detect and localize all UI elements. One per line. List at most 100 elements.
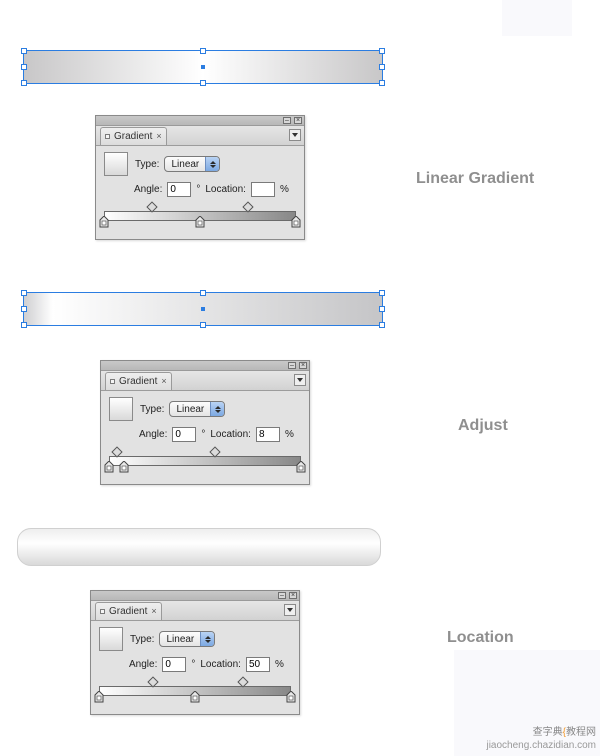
select-stepper-icon bbox=[210, 402, 224, 416]
gradient-swatch[interactable] bbox=[99, 627, 123, 651]
gradient-slider[interactable] bbox=[109, 448, 301, 476]
selection-handle[interactable] bbox=[379, 64, 385, 70]
select-stepper-icon bbox=[205, 157, 219, 171]
selection-handle[interactable] bbox=[200, 48, 206, 54]
type-select[interactable]: Linear bbox=[159, 631, 215, 647]
location-label: Location: bbox=[210, 429, 251, 440]
gradient-panel: –×Gradient×Type:LinearAngle:°Location:% bbox=[90, 590, 300, 715]
gradient-swatch[interactable] bbox=[104, 152, 128, 176]
location-label: Location: bbox=[200, 659, 241, 670]
panel-titlebar[interactable]: –× bbox=[96, 116, 304, 126]
gradient-swatch[interactable] bbox=[109, 397, 133, 421]
percent-symbol: % bbox=[285, 429, 294, 440]
watermark-text: 查字典 bbox=[533, 727, 563, 738]
selection-handle[interactable] bbox=[200, 80, 206, 86]
tab-gradient[interactable]: Gradient × bbox=[100, 127, 167, 145]
background-block bbox=[502, 0, 572, 36]
gradient-slider[interactable] bbox=[104, 203, 296, 231]
selection-handle[interactable] bbox=[379, 80, 385, 86]
angle-label: Angle: bbox=[134, 184, 162, 195]
gradient-panel: –×Gradient×Type:LinearAngle:°Location:% bbox=[95, 115, 305, 240]
tab-close-icon[interactable]: × bbox=[156, 131, 161, 141]
type-label: Type: bbox=[135, 159, 159, 170]
selected-rectangle[interactable] bbox=[23, 292, 383, 326]
percent-symbol: % bbox=[280, 184, 289, 195]
panel-body: Type:LinearAngle:°Location:% bbox=[91, 621, 299, 714]
minimize-icon[interactable]: – bbox=[288, 362, 296, 369]
type-select[interactable]: Linear bbox=[169, 401, 225, 417]
location-input[interactable] bbox=[256, 427, 280, 442]
menu-icon bbox=[287, 608, 293, 612]
close-icon[interactable]: × bbox=[294, 117, 302, 124]
color-stop[interactable] bbox=[296, 461, 306, 476]
color-stop[interactable] bbox=[291, 216, 301, 231]
section-caption: Adjust bbox=[458, 417, 508, 435]
type-label: Type: bbox=[140, 404, 164, 415]
color-stop[interactable] bbox=[104, 461, 114, 476]
tab-close-icon[interactable]: × bbox=[151, 606, 156, 616]
selection-handle[interactable] bbox=[201, 65, 205, 69]
panel-titlebar[interactable]: –× bbox=[101, 361, 309, 371]
color-stop[interactable] bbox=[286, 691, 296, 706]
angle-input[interactable] bbox=[172, 427, 196, 442]
menu-icon bbox=[292, 133, 298, 137]
color-stop[interactable] bbox=[195, 216, 205, 231]
selection-handle[interactable] bbox=[21, 80, 27, 86]
selection-handle[interactable] bbox=[21, 64, 27, 70]
panel-tabs: Gradient × bbox=[96, 126, 304, 146]
selection-handle[interactable] bbox=[21, 48, 27, 54]
close-icon[interactable]: × bbox=[289, 592, 297, 599]
section-caption: Linear Gradient bbox=[416, 170, 534, 188]
location-input[interactable] bbox=[246, 657, 270, 672]
tab-label: Gradient bbox=[114, 131, 152, 142]
type-select[interactable]: Linear bbox=[164, 156, 220, 172]
panel-body: Type:LinearAngle:°Location:% bbox=[101, 391, 309, 484]
type-select-value: Linear bbox=[160, 634, 200, 645]
color-stop[interactable] bbox=[119, 461, 129, 476]
color-stop[interactable] bbox=[94, 691, 104, 706]
panel-titlebar[interactable]: –× bbox=[91, 591, 299, 601]
tab-close-icon[interactable]: × bbox=[161, 376, 166, 386]
menu-icon bbox=[297, 378, 303, 382]
angle-label: Angle: bbox=[129, 659, 157, 670]
selection-handle[interactable] bbox=[379, 306, 385, 312]
panel-tabs: Gradient× bbox=[91, 601, 299, 621]
location-label: Location: bbox=[205, 184, 246, 195]
type-select-value: Linear bbox=[165, 159, 205, 170]
selection-handle[interactable] bbox=[379, 290, 385, 296]
tab-gradient[interactable]: Gradient× bbox=[95, 602, 162, 620]
color-stop[interactable] bbox=[190, 691, 200, 706]
close-icon[interactable]: × bbox=[299, 362, 307, 369]
selection-handle[interactable] bbox=[200, 290, 206, 296]
panel-menu-button[interactable] bbox=[284, 604, 296, 616]
selection-handle[interactable] bbox=[21, 306, 27, 312]
selection-handle[interactable] bbox=[379, 48, 385, 54]
selection-handle[interactable] bbox=[21, 322, 27, 328]
selected-rectangle[interactable] bbox=[23, 50, 383, 84]
watermark: 查字典{教程网jiaocheng.chazidian.com bbox=[486, 727, 596, 752]
angle-input[interactable] bbox=[162, 657, 186, 672]
type-select-value: Linear bbox=[170, 404, 210, 415]
selection-handle[interactable] bbox=[379, 322, 385, 328]
degree-symbol: ° bbox=[196, 184, 200, 195]
rounded-bar bbox=[17, 528, 381, 566]
panel-body: Type: Linear Angle: ° Location:% bbox=[96, 146, 304, 239]
minimize-icon[interactable]: – bbox=[278, 592, 286, 599]
selection-handle[interactable] bbox=[201, 307, 205, 311]
tab-gradient[interactable]: Gradient× bbox=[105, 372, 172, 390]
gradient-slider[interactable] bbox=[99, 678, 291, 706]
tab-indicator-icon bbox=[105, 134, 110, 139]
panel-menu-button[interactable] bbox=[289, 129, 301, 141]
type-label: Type: bbox=[130, 634, 154, 645]
selection-handle[interactable] bbox=[200, 322, 206, 328]
selection-handle[interactable] bbox=[21, 290, 27, 296]
panel-menu-button[interactable] bbox=[294, 374, 306, 386]
angle-input[interactable] bbox=[167, 182, 191, 197]
watermark-text: 教程网 bbox=[566, 727, 596, 738]
select-stepper-icon bbox=[200, 632, 214, 646]
minimize-icon[interactable]: – bbox=[283, 117, 291, 124]
gradient-panel: –×Gradient×Type:LinearAngle:°Location:% bbox=[100, 360, 310, 485]
color-stop[interactable] bbox=[99, 216, 109, 231]
gradient-track[interactable] bbox=[109, 456, 301, 466]
location-input[interactable] bbox=[251, 182, 275, 197]
